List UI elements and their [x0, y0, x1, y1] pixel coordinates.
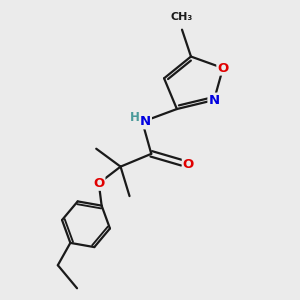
Text: N: N	[208, 94, 220, 106]
Text: O: O	[93, 177, 104, 190]
Text: H: H	[130, 111, 140, 124]
Text: O: O	[183, 158, 194, 171]
Text: N: N	[140, 115, 151, 128]
Text: CH₃: CH₃	[171, 13, 193, 22]
Text: O: O	[217, 61, 229, 75]
